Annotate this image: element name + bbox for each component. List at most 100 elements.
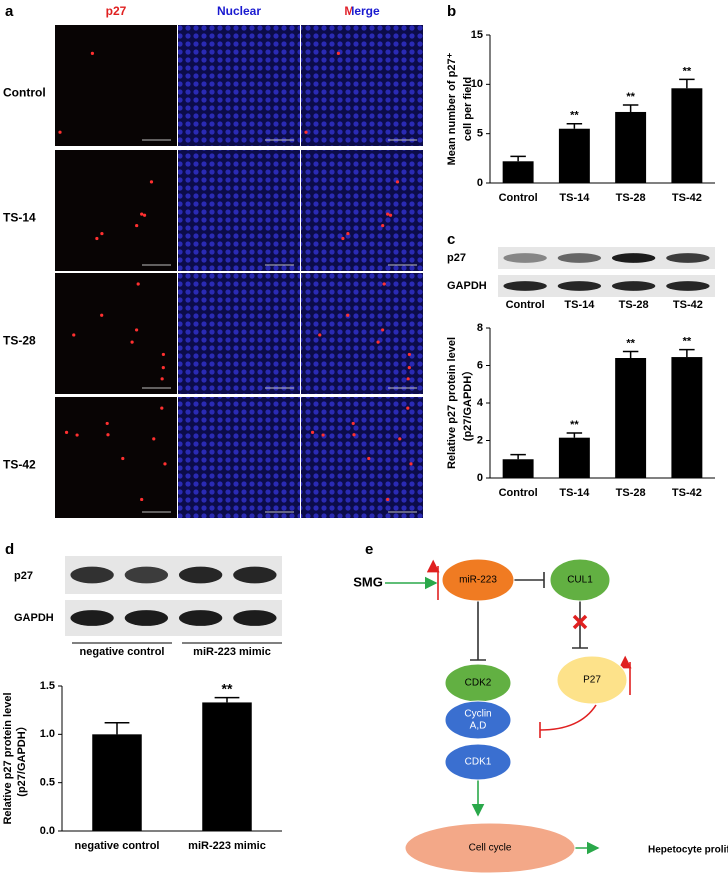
row-label: TS-14 [3,211,36,225]
band [233,610,277,626]
connector [514,572,545,588]
lane-label: TS-28 [619,299,649,311]
red-dot [318,333,322,337]
red-dot [406,377,410,381]
panel-label: a [5,3,14,20]
red-dot [106,433,110,437]
node [404,822,576,873]
micrograph [178,273,300,394]
red-dot [304,130,308,134]
red-dot [100,231,104,236]
node-label: SMG [353,574,383,589]
bar [671,88,703,183]
red-dot [142,213,147,217]
red-dot [382,282,386,286]
error-bar [679,78,695,89]
red-dot [72,333,76,337]
y-tick-label: 10 [471,78,483,90]
red-dot [161,352,165,357]
x-tick-label: TS-42 [672,487,702,499]
red-dot [409,462,413,466]
red-dot [341,236,345,241]
significance: ** [683,65,692,77]
y-tick-label: 1.0 [40,728,55,740]
significance: ** [626,91,635,103]
error-bar [679,348,695,358]
x-tick-label: TS-42 [672,192,702,204]
band [666,281,710,291]
column-header: Merge [344,4,380,18]
red-dot [135,223,139,228]
node-label: CUL1 [567,575,593,586]
band [124,610,169,626]
red-dot [136,282,140,286]
bar [671,357,703,478]
red-dot [161,366,165,370]
panel-label: e [365,541,373,558]
bar [502,459,534,478]
row-label: TS-28 [3,334,36,348]
connector [539,704,597,738]
micrograph [55,397,177,518]
red-dot [346,313,350,317]
node-label: Cell cycle [469,843,512,854]
bar [202,702,252,831]
red-dot [140,212,144,216]
red-dot [386,497,390,502]
lane-label: TS-42 [673,299,703,311]
node [556,655,628,705]
error-bar [510,453,526,460]
micrograph [55,25,177,146]
y-tick-label: 0 [477,177,483,189]
column-header: Nuclear [217,4,261,18]
y-axis-label: Relative p27 protein level [446,337,458,469]
x-tick-label: TS-14 [559,192,590,204]
y-tick-label: 2 [477,434,483,446]
blot-row-label: GAPDH [447,280,487,292]
red-dot [160,377,164,381]
node [444,700,512,740]
panel-label: c [447,231,455,248]
red-dot [352,433,356,437]
band [503,253,547,263]
panel-label: d [5,541,14,558]
y-axis-label: (p27/GAPDH） [15,720,28,796]
block-x [572,614,588,630]
node-label: Cyclin [464,709,491,720]
red-dot [346,231,350,236]
connector [470,601,486,661]
red-dot [105,421,109,426]
red-dot [121,456,125,461]
node-label: miR-223 [459,575,497,586]
blot-row-label: p27 [14,570,33,582]
micrograph [55,273,177,394]
band [70,566,114,584]
red-dot [376,340,380,344]
red-dot [406,406,410,410]
red-dot [160,406,164,410]
bar [92,734,142,831]
micrograph [301,273,423,394]
y-tick-label: 0 [477,472,483,484]
micrograph [301,397,423,518]
connector [572,601,588,649]
y-tick-label: 0.5 [40,777,55,789]
red-dot [321,433,325,437]
node [549,558,611,602]
y-tick-label: 1.5 [40,680,55,692]
red-dot [163,462,167,466]
x-tick-label: Control [499,192,538,204]
y-tick-label: 4 [477,397,484,409]
red-dot [336,51,340,55]
group-label: negative control [80,646,165,658]
red-dot [310,430,315,434]
band [611,253,656,263]
x-tick-label: negative control [75,840,160,852]
row-label: TS-42 [3,458,36,472]
bar [615,358,647,478]
red-dot [407,366,411,370]
red-dot [75,433,79,437]
band [178,566,223,584]
red-dot [367,456,371,461]
